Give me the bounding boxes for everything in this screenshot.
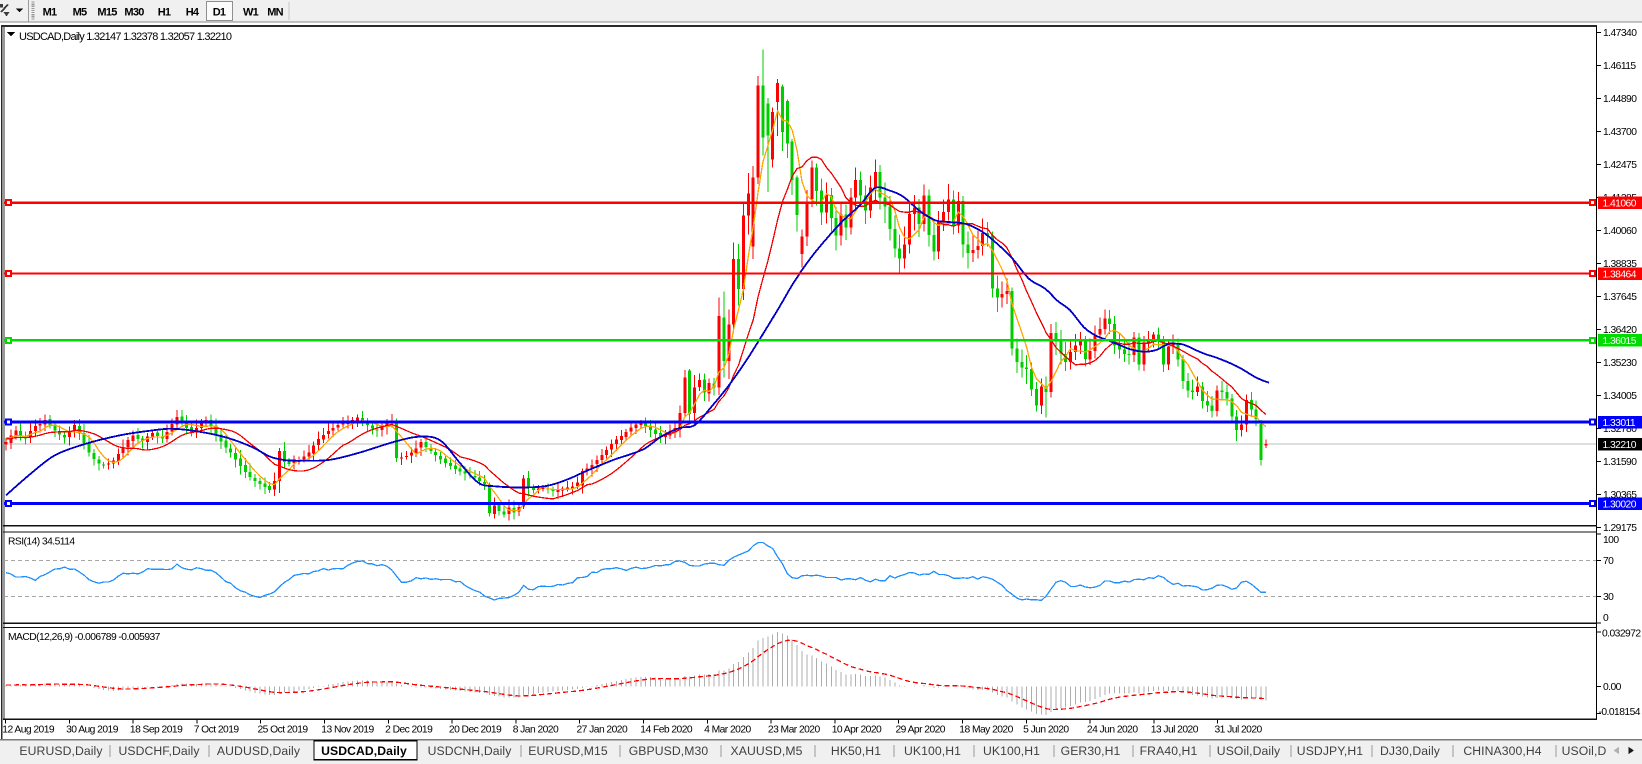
svg-text:USDCHF,Daily: USDCHF,Daily <box>118 744 200 758</box>
svg-text:USOil,Daily: USOil,Daily <box>1217 744 1281 758</box>
svg-text:24 Jun 2020: 24 Jun 2020 <box>1087 725 1138 736</box>
svg-text:RSI(14) 34.5114: RSI(14) 34.5114 <box>8 537 75 548</box>
svg-text:13 Jul 2020: 13 Jul 2020 <box>1151 725 1199 736</box>
svg-text:USDCAD,Daily: USDCAD,Daily <box>321 744 407 758</box>
svg-text:1.30020: 1.30020 <box>1603 500 1637 511</box>
svg-text:GBPUSD,M30: GBPUSD,M30 <box>629 744 709 758</box>
svg-text:D1: D1 <box>213 7 226 19</box>
svg-text:4 Mar 2020: 4 Mar 2020 <box>704 725 751 736</box>
svg-text:2 Dec 2019: 2 Dec 2019 <box>385 725 433 736</box>
svg-text:XAUUSD,M5: XAUUSD,M5 <box>730 744 802 758</box>
svg-text:5 Jun 2020: 5 Jun 2020 <box>1023 725 1069 736</box>
svg-text:CHINA300,H4: CHINA300,H4 <box>1463 744 1541 758</box>
svg-text:1.38464: 1.38464 <box>1603 269 1637 280</box>
svg-text:HK50,H1: HK50,H1 <box>831 744 881 758</box>
svg-text:1.41060: 1.41060 <box>1603 199 1637 210</box>
svg-text:31 Jul 2020: 31 Jul 2020 <box>1215 725 1263 736</box>
svg-text:1.33011: 1.33011 <box>1603 418 1636 429</box>
svg-text:1.29175: 1.29175 <box>1603 523 1637 534</box>
svg-text:1.36015: 1.36015 <box>1603 336 1637 347</box>
svg-text:12 Aug 2019: 12 Aug 2019 <box>2 725 55 736</box>
svg-text:1.43700: 1.43700 <box>1603 127 1637 138</box>
svg-text:-0.018154: -0.018154 <box>1599 707 1641 718</box>
svg-text:1.30365: 1.30365 <box>1603 490 1637 501</box>
svg-text:18 May 2020: 18 May 2020 <box>959 725 1013 736</box>
svg-text:23 Mar 2020: 23 Mar 2020 <box>768 725 821 736</box>
svg-text:AUDUSD,Daily: AUDUSD,Daily <box>217 744 301 758</box>
svg-text:14 Feb 2020: 14 Feb 2020 <box>640 725 693 736</box>
svg-text:0.00: 0.00 <box>1603 682 1622 693</box>
svg-text:DJ30,Daily: DJ30,Daily <box>1380 744 1441 758</box>
svg-text:M15: M15 <box>97 7 117 19</box>
svg-text:1.35230: 1.35230 <box>1603 358 1637 369</box>
svg-text:EURUSD,M15: EURUSD,M15 <box>528 744 608 758</box>
svg-text:1.37645: 1.37645 <box>1603 292 1637 303</box>
svg-text:1.46115: 1.46115 <box>1603 61 1636 72</box>
svg-text:1.32780: 1.32780 <box>1603 424 1637 435</box>
svg-text:29 Apr 2020: 29 Apr 2020 <box>896 725 946 736</box>
svg-text:1.42475: 1.42475 <box>1603 160 1637 171</box>
svg-text:25 Oct 2019: 25 Oct 2019 <box>258 725 309 736</box>
svg-text:USDCAD,Daily 1.32147 1.32378: USDCAD,Daily 1.32147 1.32378 1.32057 1.3… <box>19 31 232 43</box>
svg-text:W1: W1 <box>243 7 259 19</box>
svg-text:H4: H4 <box>186 7 200 19</box>
svg-text:M5: M5 <box>73 7 87 19</box>
svg-text:USDJPY,H1: USDJPY,H1 <box>1297 744 1363 758</box>
svg-text:1.44890: 1.44890 <box>1603 94 1637 105</box>
svg-text:7 Oct 2019: 7 Oct 2019 <box>194 725 240 736</box>
svg-text:8 Jan 2020: 8 Jan 2020 <box>513 725 559 736</box>
svg-text:20 Dec 2019: 20 Dec 2019 <box>449 725 502 736</box>
svg-text:27 Jan 2020: 27 Jan 2020 <box>577 725 628 736</box>
svg-text:EURUSD,Daily: EURUSD,Daily <box>19 744 103 758</box>
svg-text:UK100,H1: UK100,H1 <box>904 744 961 758</box>
svg-text:30 Aug 2019: 30 Aug 2019 <box>66 725 119 736</box>
svg-text:30: 30 <box>1603 592 1614 603</box>
svg-text:GER30,H1: GER30,H1 <box>1061 744 1121 758</box>
svg-text:0.032972: 0.032972 <box>1602 629 1641 640</box>
svg-text:1.34005: 1.34005 <box>1603 391 1637 402</box>
svg-text:MN: MN <box>267 7 283 19</box>
svg-text:M30: M30 <box>124 7 144 19</box>
svg-text:M1: M1 <box>43 7 57 19</box>
svg-text:10 Apr 2020: 10 Apr 2020 <box>832 725 882 736</box>
svg-text:USDCNH,Daily: USDCNH,Daily <box>428 744 513 758</box>
svg-text:1.40060: 1.40060 <box>1603 226 1637 237</box>
svg-text:13 Nov 2019: 13 Nov 2019 <box>321 725 374 736</box>
svg-text:FRA40,H1: FRA40,H1 <box>1140 744 1198 758</box>
svg-text:USOil,D: USOil,D <box>1562 744 1607 758</box>
svg-text:1.47340: 1.47340 <box>1603 28 1637 39</box>
svg-text:UK100,H1: UK100,H1 <box>983 744 1040 758</box>
svg-text:0: 0 <box>1603 613 1609 624</box>
svg-text:1.36420: 1.36420 <box>1603 325 1637 336</box>
svg-text:100: 100 <box>1603 535 1619 546</box>
svg-text:1.31590: 1.31590 <box>1603 457 1637 468</box>
svg-text:MACD(12,26,9) -0.006789 -0.005: MACD(12,26,9) -0.006789 -0.005937 <box>8 632 161 643</box>
svg-text:18 Sep 2019: 18 Sep 2019 <box>130 725 183 736</box>
svg-text:1.32210: 1.32210 <box>1603 440 1637 451</box>
svg-text:H1: H1 <box>158 7 171 19</box>
svg-text:70: 70 <box>1603 556 1614 567</box>
svg-text:1.38835: 1.38835 <box>1603 259 1637 270</box>
